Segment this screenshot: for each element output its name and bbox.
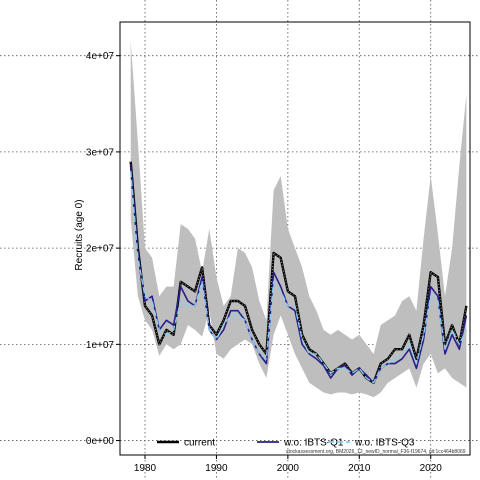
y-tick-label-4: 4e+07 [86, 51, 115, 62]
x-tick-label-3: 2010 [348, 463, 371, 474]
legend: current w.o. IBTS-Q1 w.o. IBTS-Q3 [157, 438, 415, 449]
y-tick-label-2: 2e+07 [86, 244, 115, 255]
x-tick-label-1: 1990 [205, 463, 228, 474]
y-tick-label-1: 1e+07 [86, 340, 115, 351]
confidence-band [130, 41, 467, 398]
series-line-1 [129, 166, 468, 384]
x-tick-label-4: 2020 [420, 463, 443, 474]
y-tick-label-3: 3e+07 [86, 147, 115, 158]
series-line-2 [130, 171, 468, 384]
plot-frame [119, 21, 471, 456]
x-tick-label-2: 2000 [277, 463, 300, 474]
legend-label-2: w.o. IBTS-Q3 [354, 438, 415, 449]
x-axis: 1980 1990 2000 2010 2020 [134, 455, 442, 474]
x-tick-label-0: 1980 [134, 463, 157, 474]
footnote: stockassessment.org, BM2026_12_newID_nor… [286, 449, 466, 455]
series-lines [129, 161, 468, 384]
legend-label-0: current [184, 438, 215, 449]
series-line-0 [129, 161, 468, 384]
legend-label-1: w.o. IBTS-Q1 [283, 438, 344, 449]
y-axis: 0e+00 1e+07 2e+07 3e+07 4e+07 [86, 51, 120, 447]
y-tick-label-0: 0e+00 [86, 436, 115, 447]
y-axis-title: Recruits (age 0) [74, 199, 85, 270]
